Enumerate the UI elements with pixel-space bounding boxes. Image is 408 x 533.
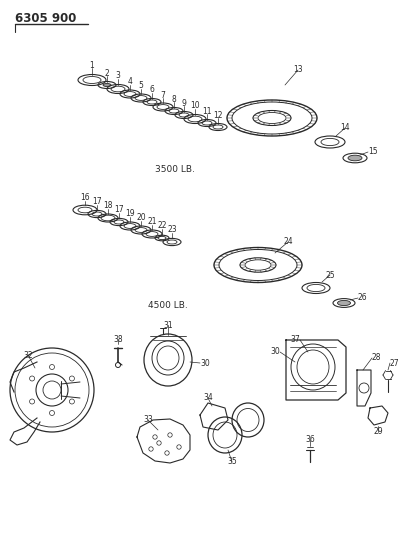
- Text: 17: 17: [114, 206, 124, 214]
- Text: 6: 6: [150, 85, 155, 94]
- Text: 37: 37: [290, 335, 300, 344]
- Text: 2: 2: [104, 69, 109, 77]
- Ellipse shape: [337, 301, 350, 305]
- Text: 34: 34: [203, 393, 213, 402]
- Text: 4: 4: [128, 77, 133, 86]
- Text: 14: 14: [340, 124, 350, 133]
- Text: 28: 28: [372, 353, 381, 362]
- Text: 35: 35: [227, 457, 237, 466]
- Ellipse shape: [103, 84, 111, 86]
- Text: 32: 32: [23, 351, 33, 359]
- Text: 15: 15: [368, 148, 378, 157]
- Text: 33: 33: [143, 416, 153, 424]
- Text: 31: 31: [163, 320, 173, 329]
- Text: 26: 26: [358, 294, 368, 303]
- Text: 3: 3: [115, 71, 120, 80]
- Text: 27: 27: [390, 359, 399, 367]
- Text: 6305 900: 6305 900: [15, 12, 76, 25]
- Text: 20: 20: [136, 214, 146, 222]
- Text: 17: 17: [92, 198, 102, 206]
- Text: 3500 LB.: 3500 LB.: [155, 166, 195, 174]
- Text: 10: 10: [190, 101, 200, 110]
- Text: 13: 13: [293, 66, 303, 75]
- Text: 7: 7: [161, 91, 165, 100]
- Ellipse shape: [348, 155, 362, 161]
- Text: 4500 LB.: 4500 LB.: [148, 301, 188, 310]
- Text: 25: 25: [325, 271, 335, 279]
- Text: 23: 23: [167, 225, 177, 235]
- Text: 18: 18: [103, 201, 113, 211]
- Text: 9: 9: [182, 99, 186, 108]
- Text: 30: 30: [270, 348, 280, 357]
- Text: 22: 22: [157, 222, 167, 230]
- Text: 24: 24: [283, 238, 293, 246]
- Text: 8: 8: [172, 94, 176, 103]
- Text: 38: 38: [113, 335, 123, 344]
- Text: 19: 19: [125, 209, 135, 219]
- Text: 30: 30: [200, 359, 210, 367]
- Text: 11: 11: [202, 107, 212, 116]
- Text: 1: 1: [90, 61, 94, 69]
- Text: 5: 5: [139, 82, 144, 91]
- Text: 16: 16: [80, 193, 90, 203]
- Text: 12: 12: [213, 110, 223, 119]
- Text: 21: 21: [147, 217, 157, 227]
- Text: 29: 29: [373, 427, 383, 437]
- Text: 36: 36: [305, 435, 315, 445]
